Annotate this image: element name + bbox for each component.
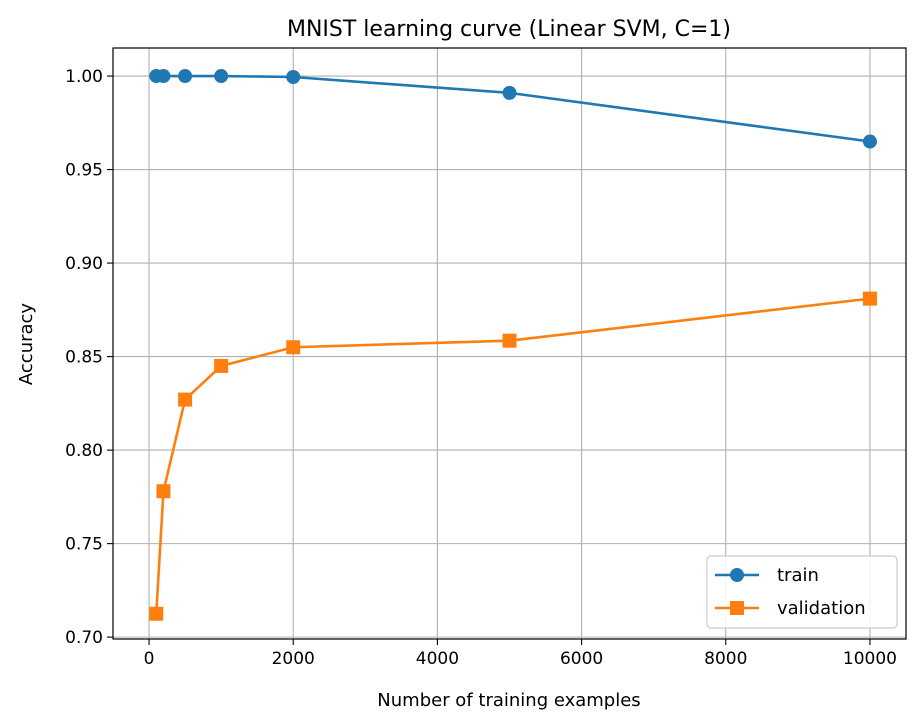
legend-label: validation	[777, 598, 866, 619]
x-axis-label: Number of training examples	[377, 690, 640, 711]
y-tick-label: 0.75	[65, 535, 103, 555]
ticks: 0 2000 4000 6000 8000 10000 0.70 0.75 0.80 0.85 0.…	[65, 67, 897, 669]
train-point	[214, 69, 229, 84]
train-point	[862, 134, 877, 149]
x-tick-label: 4000	[416, 649, 459, 669]
chart-title: MNIST learning curve (Linear SVM, C=1)	[287, 17, 731, 42]
legend-entry-train: train	[715, 565, 819, 586]
y-tick-label: 0.90	[65, 254, 103, 274]
legend-marker	[730, 601, 744, 615]
x-tick-label: 8000	[704, 649, 747, 669]
series-layer	[149, 69, 877, 621]
legend: train validation	[706, 555, 898, 629]
train-point	[156, 69, 171, 84]
y-tick-label: 1.00	[65, 67, 103, 87]
y-tick-label: 0.70	[65, 628, 103, 648]
y-tick-label: 0.85	[65, 348, 103, 368]
train-point	[502, 85, 517, 100]
train-point	[286, 69, 301, 84]
x-tick-label: 10000	[843, 649, 897, 669]
series-validation	[149, 291, 877, 621]
y-tick-label: 0.95	[65, 161, 103, 181]
x-tick-label: 2000	[272, 649, 315, 669]
y-tick-label: 0.80	[65, 441, 103, 461]
train-point	[178, 69, 193, 84]
validation-point	[862, 291, 877, 306]
x-tick-label: 0	[144, 649, 155, 669]
validation-point	[178, 392, 193, 407]
series-train	[149, 69, 877, 149]
y-axis-label: Accuracy	[16, 303, 37, 386]
validation-point	[286, 340, 301, 355]
legend-entry-validation: validation	[715, 598, 866, 619]
legend-label: train	[777, 565, 819, 586]
x-tick-label: 6000	[560, 649, 603, 669]
legend-marker	[730, 568, 744, 582]
validation-point	[156, 484, 171, 499]
validation-point	[502, 333, 517, 348]
plot-frame	[112, 47, 907, 640]
validation-point	[214, 358, 229, 373]
validation-point	[149, 606, 164, 621]
